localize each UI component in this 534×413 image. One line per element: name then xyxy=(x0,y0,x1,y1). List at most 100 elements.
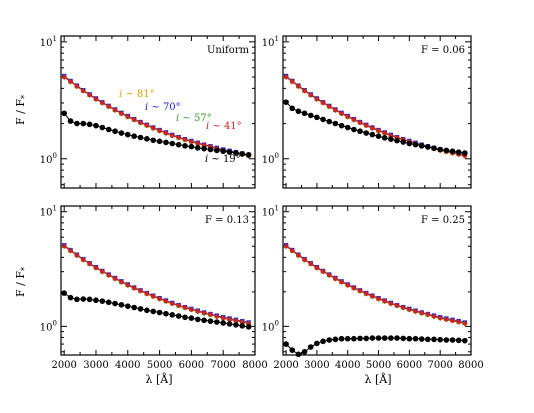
data-point xyxy=(86,296,93,303)
data-point xyxy=(163,298,169,304)
data-point xyxy=(118,302,125,308)
data-point xyxy=(381,135,388,141)
series-line xyxy=(285,101,465,154)
data-point xyxy=(332,107,338,113)
data-point xyxy=(344,335,351,342)
data-point xyxy=(99,124,106,131)
data-point xyxy=(308,92,314,98)
data-point xyxy=(344,124,351,131)
data-point xyxy=(61,290,67,296)
data-point xyxy=(394,134,400,141)
data-point xyxy=(137,306,144,312)
data-point xyxy=(182,136,188,143)
data-point xyxy=(118,110,125,117)
data-point xyxy=(289,78,295,85)
x-tick-label: 8000 xyxy=(242,360,267,371)
data-point xyxy=(246,320,252,327)
data-point xyxy=(125,282,131,288)
data-point xyxy=(176,302,182,309)
data-point xyxy=(369,131,376,138)
data-point xyxy=(220,148,226,155)
data-point xyxy=(295,351,302,358)
data-point xyxy=(176,134,182,141)
series-line xyxy=(63,245,249,324)
series-line xyxy=(285,245,465,324)
data-point xyxy=(195,140,201,147)
data-point xyxy=(87,261,93,267)
data-point xyxy=(363,122,369,129)
data-point xyxy=(351,335,357,342)
data-point xyxy=(425,144,431,150)
series-line xyxy=(285,245,465,324)
data-point xyxy=(239,323,246,329)
data-point xyxy=(301,88,308,94)
data-point xyxy=(124,131,131,138)
data-point xyxy=(86,121,93,128)
y-tick-label: 101 xyxy=(262,35,279,49)
inclination-annotation: i ~ 81° xyxy=(119,89,155,100)
data-point xyxy=(207,311,214,318)
data-point xyxy=(307,112,314,119)
data-point xyxy=(382,130,388,136)
data-point xyxy=(99,268,105,275)
data-point xyxy=(61,243,67,250)
data-point xyxy=(105,126,112,133)
series-line xyxy=(285,244,465,324)
data-point xyxy=(301,256,308,263)
data-point xyxy=(418,336,425,342)
data-point xyxy=(301,348,308,355)
data-point xyxy=(93,96,99,102)
data-point xyxy=(150,293,156,300)
data-point xyxy=(338,110,345,117)
series-i-57- xyxy=(61,242,252,325)
panel-4: 2000 3000 4000 5000 6000 7000 8000 101 100 F = 0.… xyxy=(262,205,484,371)
data-point xyxy=(163,139,169,146)
series-i-19- xyxy=(61,110,252,158)
data-point xyxy=(175,141,182,148)
y-tick-label: 100 xyxy=(40,152,57,166)
data-point xyxy=(131,285,137,291)
series-i-81- xyxy=(283,243,468,326)
data-point xyxy=(220,315,226,321)
data-point xyxy=(320,100,326,106)
data-point xyxy=(80,296,87,302)
y-tick-label: 100 xyxy=(262,319,279,333)
data-point xyxy=(67,294,74,301)
data-point xyxy=(169,300,175,307)
data-point xyxy=(418,143,425,149)
series-line xyxy=(285,245,465,324)
y-tick-label: 100 xyxy=(40,319,57,333)
data-point xyxy=(67,247,74,254)
data-point xyxy=(207,318,214,324)
data-point xyxy=(80,88,86,94)
data-point xyxy=(156,127,163,134)
data-point xyxy=(462,320,468,327)
series-i-19- xyxy=(61,290,252,330)
data-point xyxy=(74,296,80,303)
x-tick-label: 7000 xyxy=(427,360,452,371)
panel-3: 2000 3000 4000 5000 6000 7000 8000 101 100 F = 0.… xyxy=(40,205,268,371)
data-point xyxy=(295,252,302,259)
series-i-70- xyxy=(61,73,251,158)
data-point xyxy=(201,317,207,324)
data-point xyxy=(112,107,118,113)
data-point xyxy=(357,119,363,126)
panel-2: 101 100 F = 0.06 xyxy=(262,35,472,189)
data-point xyxy=(394,137,400,144)
ylabel-subscript: * xyxy=(20,95,29,99)
data-point xyxy=(388,335,394,341)
data-point xyxy=(289,105,296,112)
inclination-annotation: i ~ 57° xyxy=(176,113,212,124)
data-point xyxy=(239,151,246,157)
data-point xyxy=(245,152,252,158)
inclination-annotation: i ~ 41° xyxy=(206,121,242,132)
plot-frame xyxy=(60,205,256,356)
data-point xyxy=(99,298,106,304)
series-line xyxy=(63,76,249,156)
data-point xyxy=(338,122,345,129)
data-point xyxy=(351,285,357,291)
data-point xyxy=(188,315,195,321)
data-point xyxy=(394,302,400,309)
data-point xyxy=(283,99,289,105)
data-point xyxy=(332,336,339,343)
